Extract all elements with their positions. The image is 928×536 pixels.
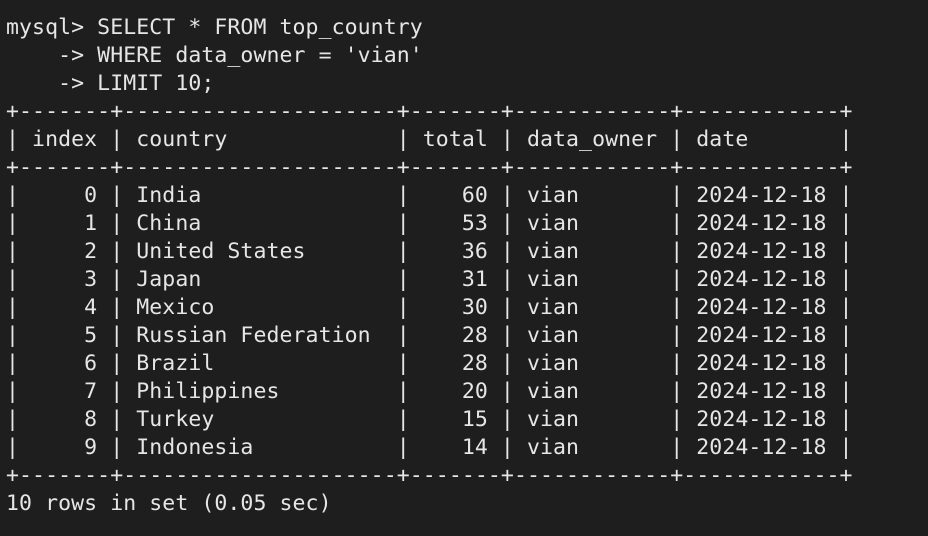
table-row: | 8 | Turkey | 15 | vian | 2024-12-18 | xyxy=(6,407,853,432)
table-row: | 6 | Brazil | 28 | vian | 2024-12-18 | xyxy=(6,351,853,376)
query-continuation-line: -> WHERE data_owner = 'vian' xyxy=(6,43,423,68)
result-summary: 10 rows in set (0.05 sec) xyxy=(6,491,332,516)
table-border-header: +-------+---------------------+-------+-… xyxy=(6,155,853,180)
query-continuation-line: -> LIMIT 10; xyxy=(6,71,215,96)
table-row: | 1 | China | 53 | vian | 2024-12-18 | xyxy=(6,211,853,236)
table-row: | 0 | India | 60 | vian | 2024-12-18 | xyxy=(6,183,853,208)
terminal-output: mysql> SELECT * FROM top_country -> WHER… xyxy=(6,14,922,518)
table-row: | 4 | Mexico | 30 | vian | 2024-12-18 | xyxy=(6,295,853,320)
table-header-row: | index | country | total | data_owner |… xyxy=(6,127,853,152)
table-row: | 9 | Indonesia | 14 | vian | 2024-12-18… xyxy=(6,435,853,460)
table-row: | 7 | Philippines | 20 | vian | 2024-12-… xyxy=(6,379,853,404)
table-row: | 3 | Japan | 31 | vian | 2024-12-18 | xyxy=(6,267,853,292)
result-table: +-------+---------------------+-------+-… xyxy=(6,98,922,490)
table-row: | 5 | Russian Federation | 28 | vian | 2… xyxy=(6,323,853,348)
table-border-bottom: +-------+---------------------+-------+-… xyxy=(6,463,853,488)
table-border-top: +-------+---------------------+-------+-… xyxy=(6,99,853,124)
table-row: | 2 | United States | 36 | vian | 2024-1… xyxy=(6,239,853,264)
query-line: mysql> SELECT * FROM top_country xyxy=(6,15,423,40)
